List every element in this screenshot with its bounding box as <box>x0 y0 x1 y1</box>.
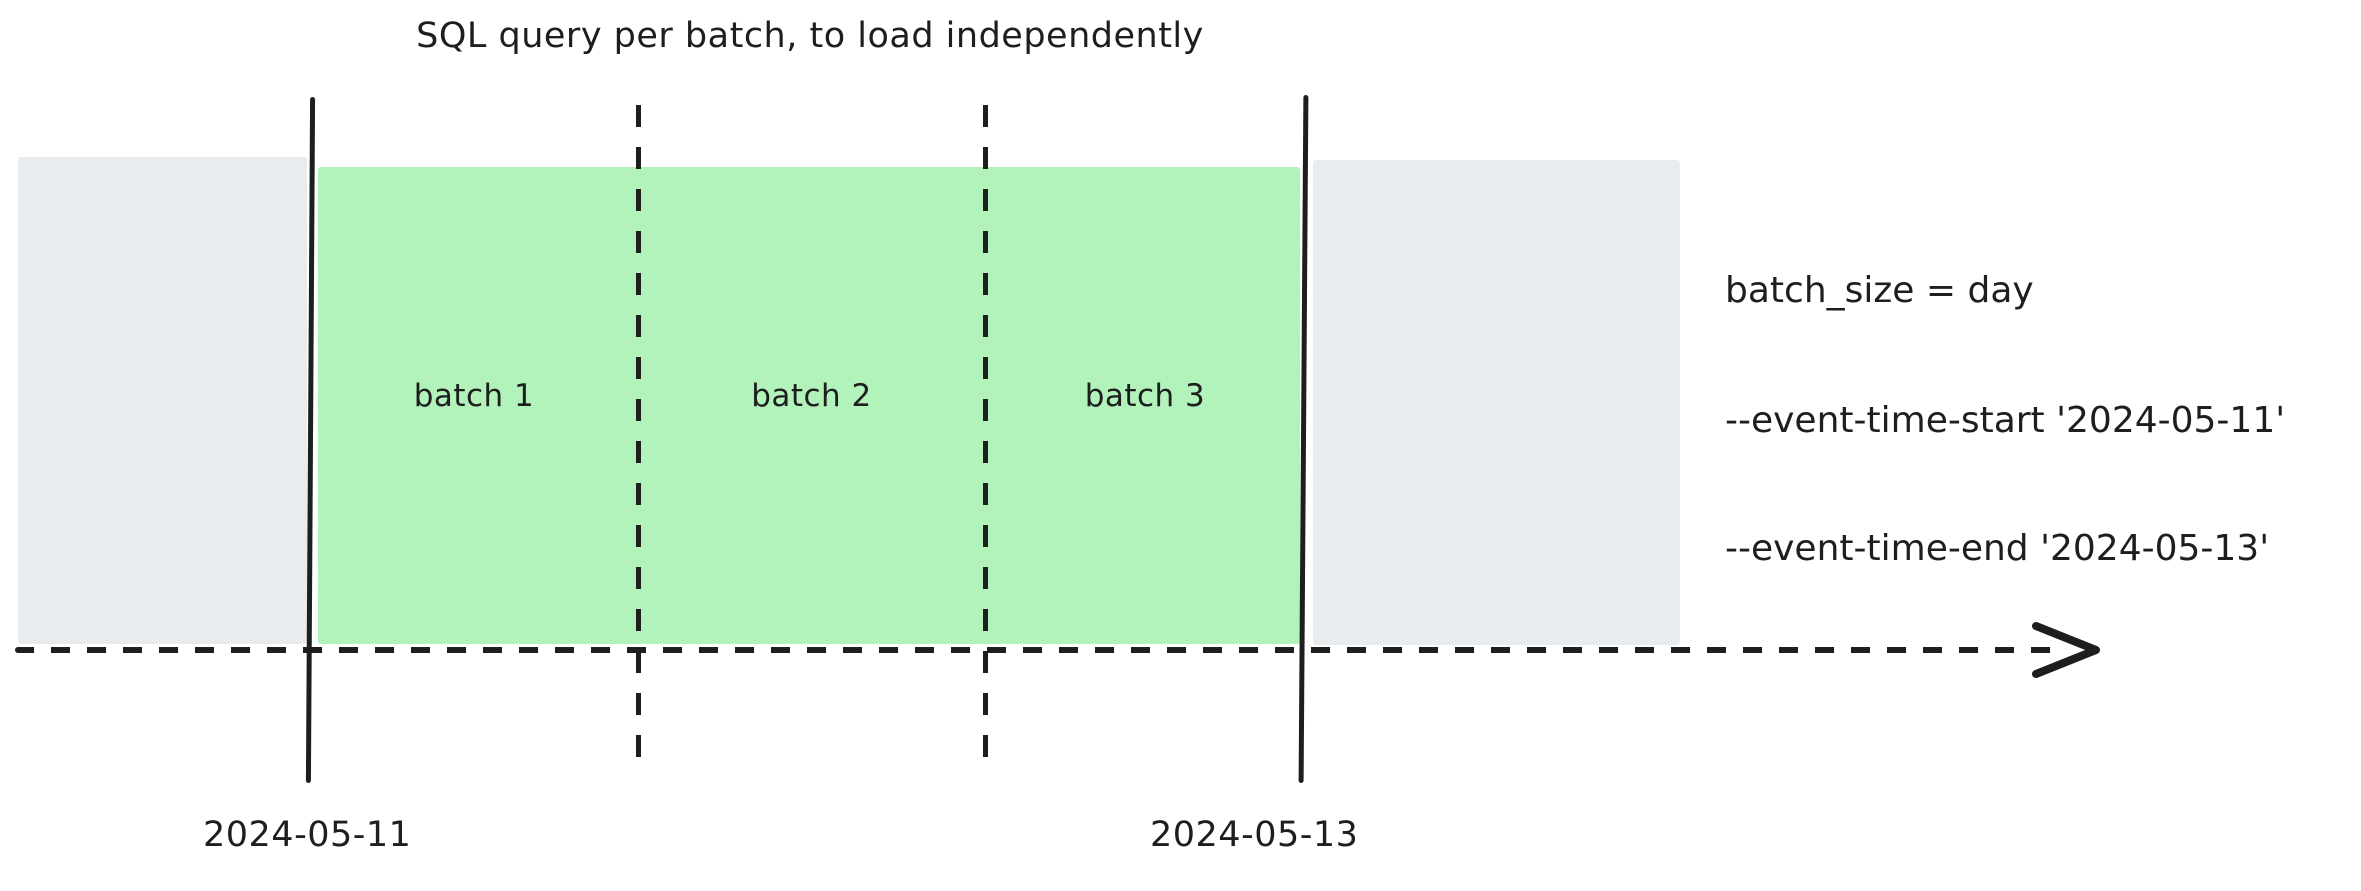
annotation-event-time-end: --event-time-end '2024-05-13' <box>1725 528 2270 569</box>
batch-range-region <box>318 167 1300 644</box>
start-boundary-line <box>305 96 316 784</box>
batch-2-label: batch 2 <box>751 378 872 414</box>
annotation-batch-size: batch_size = day <box>1725 270 2034 311</box>
diagram-title: SQL query per batch, to load independent… <box>416 16 1204 56</box>
out-of-range-region-right <box>1313 160 1680 645</box>
batch-1-label: batch 1 <box>413 378 535 414</box>
annotation-event-time-start: --event-time-start '2024-05-11' <box>1725 400 2286 441</box>
time-axis-line <box>15 647 2061 653</box>
batch-divider-line-1 <box>636 105 641 777</box>
out-of-range-region-left <box>18 157 307 644</box>
end-boundary-line <box>1298 94 1309 784</box>
end-date-label: 2024-05-13 <box>1150 815 1359 855</box>
batch-divider-line-2 <box>983 105 988 777</box>
axis-arrowhead-icon <box>2032 622 2100 678</box>
start-date-label: 2024-05-11 <box>203 815 412 855</box>
batch-3-label: batch 3 <box>1084 378 1206 414</box>
